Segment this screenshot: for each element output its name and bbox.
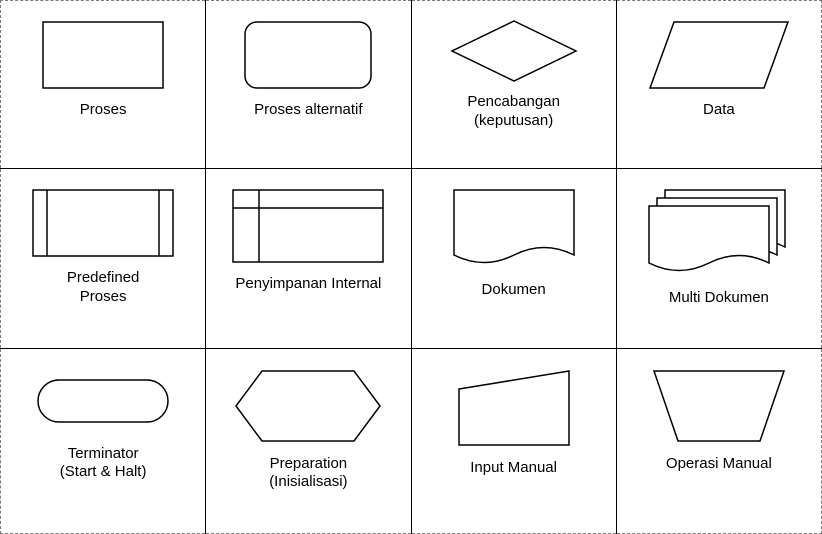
label-penyimpanan-internal: Penyimpanan Internal bbox=[231, 269, 385, 302]
label-preparation: Preparation (Inisialisasi) bbox=[265, 449, 351, 501]
label-pencabangan: Pencabangan (keputusan) bbox=[463, 87, 564, 139]
rounded-rectangle-shape bbox=[235, 1, 381, 95]
parallelogram-shape bbox=[644, 1, 794, 95]
trapezoid-shape bbox=[644, 349, 794, 449]
label-multi-dokumen: Multi Dokumen bbox=[665, 283, 773, 316]
cell-proses-alternatif: Proses alternatif bbox=[206, 1, 410, 168]
label-proses: Proses bbox=[76, 95, 131, 128]
cell-terminator: Terminator (Start & Halt) bbox=[1, 349, 205, 533]
cell-preparation: Preparation (Inisialisasi) bbox=[206, 349, 410, 533]
rectangle-shape bbox=[33, 1, 173, 95]
label-data: Data bbox=[699, 95, 739, 128]
cell-proses: Proses bbox=[1, 1, 205, 168]
label-dokumen: Dokumen bbox=[478, 275, 550, 308]
cell-data: Data bbox=[617, 1, 821, 168]
label-proses-alternatif: Proses alternatif bbox=[250, 95, 366, 128]
label-predefined-proses: Predefined Proses bbox=[63, 263, 144, 315]
flowchart-shapes-grid: Proses Proses alternatif Pencabangan (ke… bbox=[0, 0, 822, 534]
internal-storage-shape bbox=[223, 169, 393, 269]
cell-operasi-manual: Operasi Manual bbox=[617, 349, 821, 533]
cell-penyimpanan-internal: Penyimpanan Internal bbox=[206, 169, 410, 347]
hexagon-shape bbox=[228, 349, 388, 449]
predefined-process-shape bbox=[23, 169, 183, 263]
manual-input-shape bbox=[449, 349, 579, 453]
document-shape bbox=[444, 169, 584, 275]
label-input-manual: Input Manual bbox=[466, 453, 561, 486]
cell-dokumen: Dokumen bbox=[412, 169, 616, 347]
cell-pencabangan: Pencabangan (keputusan) bbox=[412, 1, 616, 168]
multi-document-shape bbox=[639, 169, 799, 283]
diamond-shape bbox=[444, 1, 584, 87]
cell-multi-dokumen: Multi Dokumen bbox=[617, 169, 821, 347]
cell-predefined-proses: Predefined Proses bbox=[1, 169, 205, 347]
label-operasi-manual: Operasi Manual bbox=[662, 449, 776, 482]
cell-input-manual: Input Manual bbox=[412, 349, 616, 533]
terminator-shape bbox=[28, 349, 178, 439]
label-terminator: Terminator (Start & Halt) bbox=[56, 439, 151, 491]
